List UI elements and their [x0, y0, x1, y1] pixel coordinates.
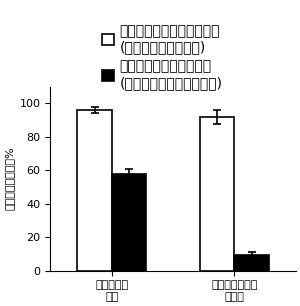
Bar [112, 174, 146, 271]
Y-axis label: パーセンテージ／%: パーセンテージ／% [4, 147, 14, 211]
Legend: 今回開発したナノデバイス
(温度変化による剥離), これまでのナノデバイス
(一般的な酵素による剥離): 今回開発したナノデバイス (温度変化による剥離), これまでのナノデバイス (一… [102, 24, 223, 90]
Bar [200, 117, 235, 271]
Bar [77, 110, 112, 271]
Bar [235, 256, 269, 271]
